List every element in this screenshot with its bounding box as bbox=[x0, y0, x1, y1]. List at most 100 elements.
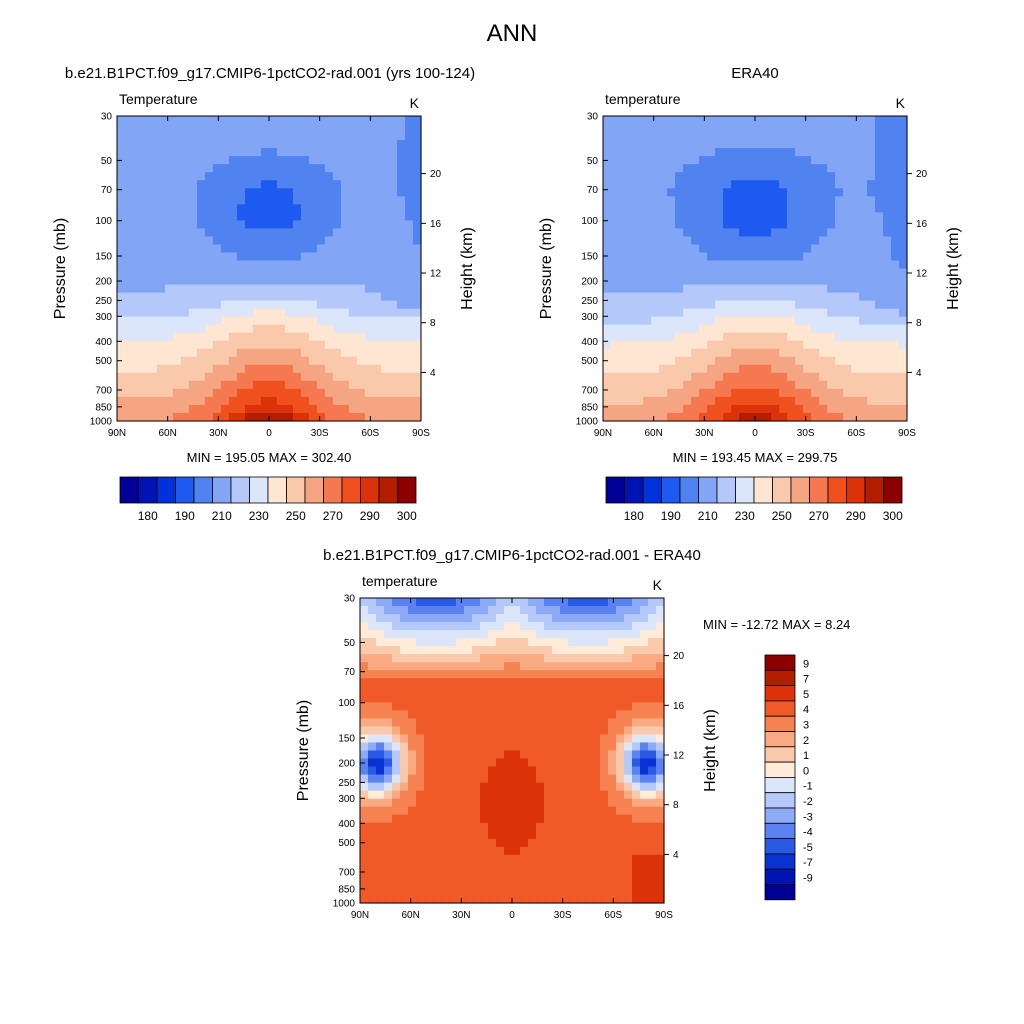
contour-cell bbox=[269, 180, 278, 189]
contour-cell bbox=[512, 598, 521, 607]
contour-cell bbox=[472, 726, 481, 736]
contour-cell bbox=[392, 774, 401, 784]
contour-cell bbox=[763, 356, 772, 366]
contour-cell bbox=[397, 348, 406, 358]
contour-cell bbox=[635, 204, 644, 213]
contour-cell bbox=[763, 188, 772, 197]
contour-cell bbox=[867, 276, 876, 286]
contour-cell bbox=[504, 806, 513, 816]
contour-cell bbox=[496, 606, 505, 615]
contour-cell bbox=[317, 212, 326, 221]
contour-cell bbox=[472, 750, 481, 760]
contour-cell bbox=[883, 124, 892, 133]
contour-cell bbox=[293, 356, 302, 366]
contour-cell bbox=[416, 718, 425, 728]
contour-cell bbox=[125, 220, 134, 229]
contour-cell bbox=[608, 726, 617, 736]
contour-cell bbox=[432, 638, 441, 647]
contour-cell bbox=[632, 838, 641, 848]
contour-cell bbox=[608, 846, 617, 856]
contour-cell bbox=[325, 156, 334, 165]
contour-cell bbox=[891, 132, 900, 141]
contour-cell bbox=[544, 734, 553, 744]
contour-cell bbox=[659, 140, 668, 149]
contour-cell bbox=[213, 164, 222, 173]
y-tick-label: 250 bbox=[95, 296, 112, 307]
contour-cell bbox=[779, 300, 788, 310]
contour-cell bbox=[643, 276, 652, 286]
contour-cell bbox=[867, 268, 876, 278]
contour-cell bbox=[552, 670, 561, 679]
contour-cell bbox=[368, 806, 377, 816]
contour-cell bbox=[269, 236, 278, 246]
contour-cell bbox=[488, 830, 497, 840]
contour-cell bbox=[333, 276, 342, 286]
contour-cell bbox=[133, 396, 142, 406]
contour-cell bbox=[189, 188, 198, 197]
contour-cell bbox=[779, 348, 788, 358]
contour-cell bbox=[731, 188, 740, 197]
contour-cell bbox=[384, 846, 393, 856]
contour-cell bbox=[141, 396, 150, 406]
contour-cell bbox=[397, 124, 406, 133]
contour-cell bbox=[616, 702, 625, 711]
contour-cell bbox=[141, 172, 150, 181]
contour-cell bbox=[381, 156, 390, 165]
contour-cell bbox=[715, 132, 724, 141]
contour-cell bbox=[616, 694, 625, 703]
contour-cell bbox=[389, 348, 398, 358]
contour-cell bbox=[413, 212, 422, 221]
contour-cell bbox=[560, 758, 569, 768]
contour-cell bbox=[827, 308, 836, 318]
contour-cell bbox=[795, 220, 804, 229]
x-tick-label: 90N bbox=[108, 428, 126, 439]
contour-cell bbox=[536, 646, 545, 655]
contour-cell bbox=[651, 260, 660, 270]
contour-cell bbox=[584, 614, 593, 623]
contour-cell bbox=[157, 204, 166, 213]
contour-cell bbox=[117, 316, 126, 326]
contour-cell bbox=[648, 854, 657, 864]
contour-cell bbox=[341, 300, 350, 310]
contour-cell bbox=[787, 164, 796, 173]
contour-cell bbox=[659, 236, 668, 246]
contour-cell bbox=[875, 164, 884, 173]
contour-cell bbox=[624, 846, 633, 856]
contour-cell bbox=[416, 878, 425, 888]
contour-cell bbox=[835, 380, 844, 390]
contour-cell bbox=[269, 388, 278, 398]
contour-cell bbox=[384, 854, 393, 864]
contour-cell bbox=[624, 726, 633, 736]
legend-label: 1 bbox=[803, 750, 809, 762]
contour-cell bbox=[341, 116, 350, 125]
contour-cell bbox=[381, 380, 390, 390]
contour-cell bbox=[440, 662, 449, 671]
contour-cell bbox=[472, 686, 481, 695]
contour-cell bbox=[875, 260, 884, 270]
contour-cell bbox=[683, 292, 692, 302]
contour-cell bbox=[229, 396, 238, 406]
contour-cell bbox=[859, 396, 868, 406]
contour-cell bbox=[317, 372, 326, 382]
contour-cell bbox=[397, 140, 406, 149]
contour-cell bbox=[376, 726, 385, 736]
contour-cell bbox=[157, 132, 166, 141]
contour-cell bbox=[277, 292, 286, 302]
contour-cell bbox=[400, 734, 409, 744]
contour-cell bbox=[365, 148, 374, 157]
contour-cell bbox=[384, 646, 393, 655]
contour-cell bbox=[643, 148, 652, 157]
contour-cell bbox=[181, 404, 190, 414]
contour-cell bbox=[325, 196, 334, 205]
contour-cell bbox=[392, 854, 401, 864]
contour-cell bbox=[811, 164, 820, 173]
contour-cell bbox=[456, 742, 465, 752]
contour-cell bbox=[600, 630, 609, 639]
contour-cell bbox=[496, 822, 505, 832]
contour-cell bbox=[253, 172, 262, 181]
contour-cell bbox=[376, 646, 385, 655]
y2-tick-label: 20 bbox=[916, 169, 928, 180]
contour-cell bbox=[616, 622, 625, 631]
contour-cell bbox=[608, 830, 617, 840]
